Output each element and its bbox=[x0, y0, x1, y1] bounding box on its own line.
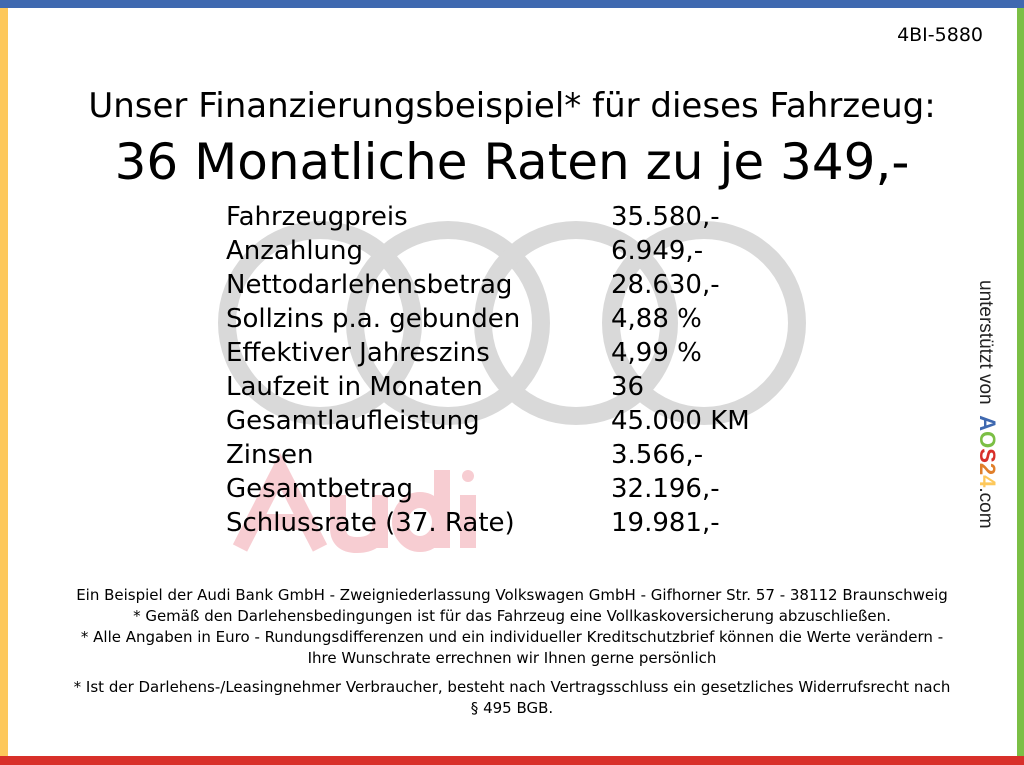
logo-letter: 2 bbox=[975, 462, 1000, 476]
headline: Unser Finanzierungsbeispiel* für dieses … bbox=[88, 86, 936, 126]
left-border bbox=[0, 8, 8, 756]
footer-withdrawal: * Ist der Darlehens-/Leasingnehmer Verbr… bbox=[73, 678, 951, 717]
table-row: Gesamtbetrag 32.196,- bbox=[226, 472, 750, 506]
row-label: Schlussrate (37. Rate) bbox=[226, 508, 515, 538]
row-value: 28.630,- bbox=[611, 270, 720, 300]
ring bbox=[346, 221, 550, 425]
logo-letter: S bbox=[975, 448, 1000, 463]
row-label: Nettodarlehensbetrag bbox=[226, 270, 513, 300]
row-value: 32.196,- bbox=[611, 474, 720, 504]
table-row: Zinsen 3.566,- bbox=[226, 438, 750, 472]
table-row: Fahrzeugpreis 35.580,- bbox=[226, 200, 750, 234]
row-label: Gesamtbetrag bbox=[226, 474, 413, 504]
ring bbox=[218, 221, 422, 425]
table-row: Sollzins p.a. gebunden 4,88 % bbox=[226, 302, 750, 336]
row-label: Effektiver Jahreszins bbox=[226, 338, 490, 368]
bottom-border bbox=[0, 756, 1024, 765]
logo-letter: 4 bbox=[975, 475, 1000, 488]
footer-insurance: * Gemäß den Darlehensbedingungen ist für… bbox=[133, 607, 891, 625]
logo-letter: O bbox=[975, 431, 1000, 449]
financing-table: Fahrzeugpreis 35.580,- Anzahlung 6.949,- Net… bbox=[226, 200, 750, 540]
row-value: 6.949,- bbox=[611, 236, 704, 266]
logo-letter: A bbox=[975, 415, 1000, 432]
row-label: Anzahlung bbox=[226, 236, 364, 266]
monthly-rate-headline: 36 Monatliche Raten zu je 349,- bbox=[114, 133, 910, 191]
row-value: 19.981,- bbox=[611, 508, 720, 538]
row-value: 35.580,- bbox=[611, 202, 720, 232]
supported-by-label: unterstützt von bbox=[975, 280, 996, 405]
row-label: Fahrzeugpreis bbox=[226, 202, 408, 232]
row-label: Laufzeit in Monaten bbox=[226, 372, 483, 402]
domain-suffix: .com bbox=[975, 487, 996, 529]
right-border bbox=[1017, 8, 1024, 756]
aos24-logo[interactable]: AOS24 bbox=[975, 415, 1000, 487]
footer-bank: Ein Beispiel der Audi Bank GmbH - Zweign… bbox=[76, 586, 948, 604]
audi-lettering-picture bbox=[232, 452, 476, 554]
table-row: Schlussrate (37. Rate) 19.981,- bbox=[226, 506, 750, 540]
table-row: Anzahlung 6.949,- bbox=[226, 234, 750, 268]
vehicle-code: 4BI-5880 bbox=[897, 24, 983, 46]
row-value: 3.566,- bbox=[611, 440, 704, 470]
table-row: Gesamtlaufleistung 45.000 KM bbox=[226, 404, 750, 438]
row-value: 45.000 KM bbox=[611, 406, 750, 436]
supported-by: unterstützt von AOS24.com bbox=[974, 280, 1000, 529]
row-label: Zinsen bbox=[226, 440, 314, 470]
table-row: Effektiver Jahreszins 4,99 % bbox=[226, 336, 750, 370]
row-value: 36 bbox=[611, 372, 645, 402]
row-label: Sollzins p.a. gebunden bbox=[226, 304, 521, 334]
table-row: Laufzeit in Monaten 36 bbox=[226, 370, 750, 404]
top-border bbox=[0, 0, 1024, 8]
ring bbox=[474, 221, 678, 425]
footer-notes: Ein Beispiel der Audi Bank GmbH - Zweign… bbox=[70, 585, 954, 719]
table-row: Nettodarlehensbetrag 28.630,- bbox=[226, 268, 750, 302]
footer-euro: * Alle Angaben in Euro - Rundungsdiffere… bbox=[80, 628, 944, 667]
row-value: 4,88 % bbox=[611, 304, 702, 334]
ring bbox=[602, 221, 806, 425]
row-label: Gesamtlaufleistung bbox=[226, 406, 480, 436]
row-value: 4,99 % bbox=[611, 338, 702, 368]
